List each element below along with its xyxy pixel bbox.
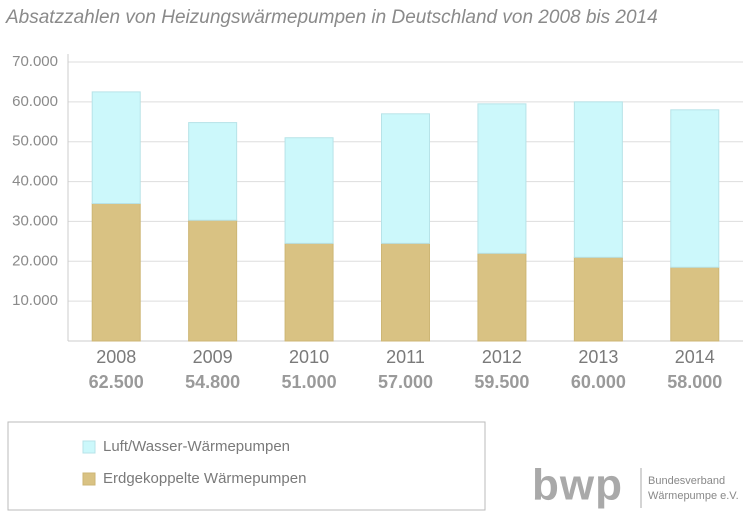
x-tick-label: 2013	[578, 347, 618, 367]
bar-segment	[284, 137, 334, 244]
bar-segment	[381, 113, 430, 244]
bar-segment	[670, 109, 720, 268]
x-tick-label: 2011	[386, 347, 425, 367]
chart-title: Absatzzahlen von Heizungswärmepumpen in …	[5, 7, 658, 28]
logo-mark: bwp	[532, 461, 623, 510]
logo-text: Bundesverband	[648, 475, 725, 487]
x-tick-label: 2014	[675, 347, 715, 367]
y-tick-label: 20.000	[12, 252, 58, 269]
legend-label: Luft/Wasser-Wärmepumpen	[103, 438, 290, 455]
bar-segment	[188, 122, 238, 221]
logo-text: Wärmepumpe e.V.	[648, 490, 739, 502]
bar-segment	[573, 256, 623, 342]
total-label: 57.000	[378, 372, 433, 392]
bar-segment	[670, 266, 720, 342]
total-label: 54.800	[185, 372, 240, 392]
y-tick-label: 60.000	[12, 93, 58, 110]
x-tick-label: 2008	[96, 347, 136, 367]
x-tick-label: 2010	[289, 347, 329, 367]
bar-segment	[381, 242, 430, 342]
total-label: 58.000	[667, 372, 722, 392]
y-tick-label: 70.000	[12, 53, 58, 70]
y-tick-label: 30.000	[12, 212, 58, 229]
legend-box	[7, 421, 486, 511]
x-tick-label: 2012	[482, 347, 522, 367]
bar-segment	[188, 219, 238, 342]
bar-segment	[477, 103, 527, 254]
legend-swatch	[82, 472, 96, 486]
bar-segment	[573, 101, 623, 258]
total-label: 51.000	[282, 372, 337, 392]
total-label: 60.000	[571, 372, 626, 392]
bar-segment	[91, 202, 141, 342]
bar-segment	[284, 242, 334, 342]
total-label: 59.500	[474, 372, 529, 392]
bar-segment	[91, 91, 141, 204]
x-tick-label: 2009	[193, 347, 233, 367]
legend-swatch	[82, 440, 96, 454]
y-tick-label: 50.000	[12, 133, 58, 150]
y-tick-label: 10.000	[12, 292, 58, 309]
y-tick-label: 40.000	[12, 173, 58, 190]
bar-segment	[477, 252, 527, 342]
legend-label: Erdgekoppelte Wärmepumpen	[103, 470, 306, 487]
total-label: 62.500	[89, 372, 144, 392]
